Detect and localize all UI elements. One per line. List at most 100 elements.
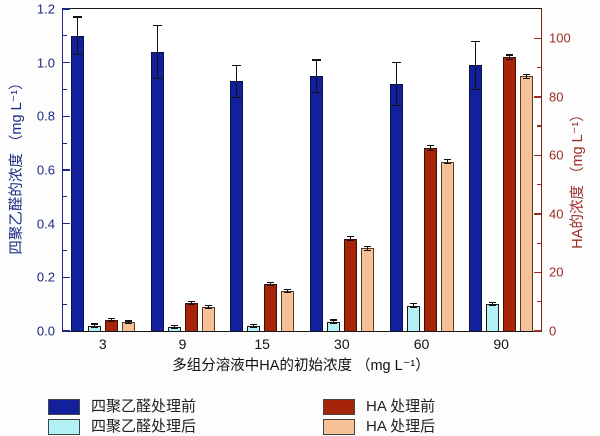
error-bar-line bbox=[412, 303, 414, 308]
error-bar-line bbox=[509, 54, 511, 60]
error-bar-cap bbox=[124, 322, 132, 324]
left-axis-tick-label: 1.2 bbox=[36, 1, 55, 17]
error-bar-cap bbox=[506, 59, 514, 61]
left-axis-minor-tick bbox=[63, 303, 67, 305]
left-axis-tick-label: 0.8 bbox=[36, 108, 55, 124]
error-bar-line bbox=[127, 321, 129, 324]
error-bar-line bbox=[253, 324, 255, 328]
bar-tetra-before-90 bbox=[469, 65, 483, 331]
left-axis-tick-label: 0.0 bbox=[36, 323, 55, 339]
bar-ha-before-90 bbox=[503, 57, 517, 331]
right-axis-tick-label: 40 bbox=[549, 206, 564, 222]
left-axis-major-tick bbox=[63, 222, 70, 225]
x-tick-label-30: 30 bbox=[334, 336, 350, 352]
error-bar-cap bbox=[409, 302, 417, 304]
right-axis-tick-label: 80 bbox=[549, 89, 564, 105]
error-bar-cap bbox=[72, 16, 82, 18]
error-bar-cap bbox=[170, 327, 178, 329]
left-axis-minor-tick bbox=[63, 196, 67, 198]
left-axis-major-tick bbox=[63, 330, 70, 332]
legend-label-ha-before: HA 处理前 bbox=[366, 398, 436, 415]
bar-tetra-before-30 bbox=[309, 76, 323, 331]
right-axis-minor-tick bbox=[537, 242, 541, 244]
error-bar-cap bbox=[232, 96, 242, 99]
legend-swatch-ha-after bbox=[323, 418, 355, 435]
left-axis-minor-tick bbox=[63, 142, 67, 144]
error-bar-cap bbox=[90, 323, 98, 325]
left-axis-minor-tick bbox=[63, 249, 67, 252]
error-bar-cap bbox=[152, 24, 162, 26]
error-bar-cap bbox=[267, 282, 275, 284]
legend-label-ha-after: HA 处理后 bbox=[366, 418, 436, 435]
bar-ha-before-15 bbox=[264, 284, 278, 331]
legend-label-tetra-before: 四聚乙醛处理前 bbox=[91, 398, 197, 415]
error-bar-line bbox=[492, 302, 494, 306]
error-bar-cap bbox=[329, 319, 337, 321]
bar-tetra-before-9 bbox=[150, 51, 164, 331]
error-bar-cap bbox=[204, 305, 212, 307]
right-axis-minor-tick bbox=[537, 66, 541, 69]
error-bar-line bbox=[366, 246, 368, 251]
x-tick-label-9: 9 bbox=[178, 336, 187, 352]
left-axis-title: 四聚乙醛的浓度 （mg L⁻¹） bbox=[8, 75, 25, 255]
left-axis-major-tick bbox=[63, 169, 70, 171]
x-tick-label-60: 60 bbox=[413, 336, 430, 352]
error-bar-cap bbox=[187, 304, 195, 306]
error-bar-cap bbox=[489, 305, 497, 307]
error-bar-line bbox=[287, 289, 289, 293]
error-bar-cap bbox=[443, 159, 451, 161]
right-axis-major-tick bbox=[534, 271, 541, 274]
error-bar-cap bbox=[409, 307, 417, 309]
right-axis-tick-label: 20 bbox=[549, 264, 564, 280]
error-bar-cap bbox=[284, 291, 292, 293]
bar-ha-before-9 bbox=[184, 303, 198, 331]
right-axis-minor-tick bbox=[537, 301, 541, 303]
legend-swatch-tetra-after bbox=[48, 418, 80, 435]
x-tick-label-15: 15 bbox=[254, 336, 270, 352]
error-bar-line bbox=[349, 236, 351, 241]
legend-item-ha-after: HA 处理后 bbox=[323, 418, 436, 435]
left-axis-minor-tick bbox=[63, 35, 67, 37]
x-axis-title: 多组分溶液中HA的初始浓度 （mg L⁻¹） bbox=[172, 357, 430, 374]
bar-tetra-after-90 bbox=[486, 304, 500, 331]
error-bar-line bbox=[446, 159, 448, 164]
left-axis-tick-label: 1.0 bbox=[36, 55, 55, 71]
error-bar-line bbox=[429, 145, 431, 151]
error-bar-cap bbox=[426, 149, 434, 151]
error-bar-cap bbox=[471, 88, 481, 91]
error-bar-cap bbox=[250, 324, 258, 326]
bar-ha-after-30 bbox=[360, 248, 374, 331]
error-bar-cap bbox=[443, 163, 451, 165]
bar-ha-after-90 bbox=[520, 76, 534, 331]
left-axis-tick-label: 0.6 bbox=[36, 162, 55, 178]
error-bar-line bbox=[395, 62, 397, 106]
left-axis-minor-tick bbox=[63, 88, 67, 91]
error-bar-cap bbox=[250, 326, 258, 329]
error-bar-cap bbox=[363, 246, 371, 248]
left-axis-major-tick bbox=[63, 276, 70, 279]
bar-ha-after-15 bbox=[281, 290, 295, 331]
legend-item-tetra-before: 四聚乙醛处理前 bbox=[48, 398, 197, 415]
error-bar-cap bbox=[426, 145, 434, 147]
legend-swatch-ha-before bbox=[323, 398, 355, 415]
legend-item-tetra-after: 四聚乙醛处理后 bbox=[48, 418, 196, 435]
error-bar-cap bbox=[346, 239, 354, 242]
error-bar-cap bbox=[204, 307, 212, 309]
bar-ha-before-60 bbox=[423, 148, 437, 331]
left-axis-major-tick bbox=[63, 61, 70, 64]
bar-tetra-before-3 bbox=[70, 35, 84, 331]
error-bar-line bbox=[207, 305, 209, 309]
error-bar-cap bbox=[107, 317, 115, 319]
error-bar-cap bbox=[329, 322, 337, 324]
error-bar-cap bbox=[363, 249, 371, 251]
bar-tetra-before-15 bbox=[230, 81, 244, 331]
plot-area: 0.0 0.2 0.4 0.6 0.8 1.0 1.2 0 20 40 60 80 100 3 9 15 30 6… bbox=[37, 3, 571, 352]
error-bar-cap bbox=[187, 301, 195, 303]
error-bar-line bbox=[475, 41, 477, 90]
bar-ha-after-9 bbox=[201, 307, 215, 331]
error-bar-cap bbox=[506, 54, 514, 56]
error-bar-line bbox=[236, 65, 238, 98]
error-bar-cap bbox=[311, 59, 321, 61]
error-bar-line bbox=[156, 25, 158, 79]
